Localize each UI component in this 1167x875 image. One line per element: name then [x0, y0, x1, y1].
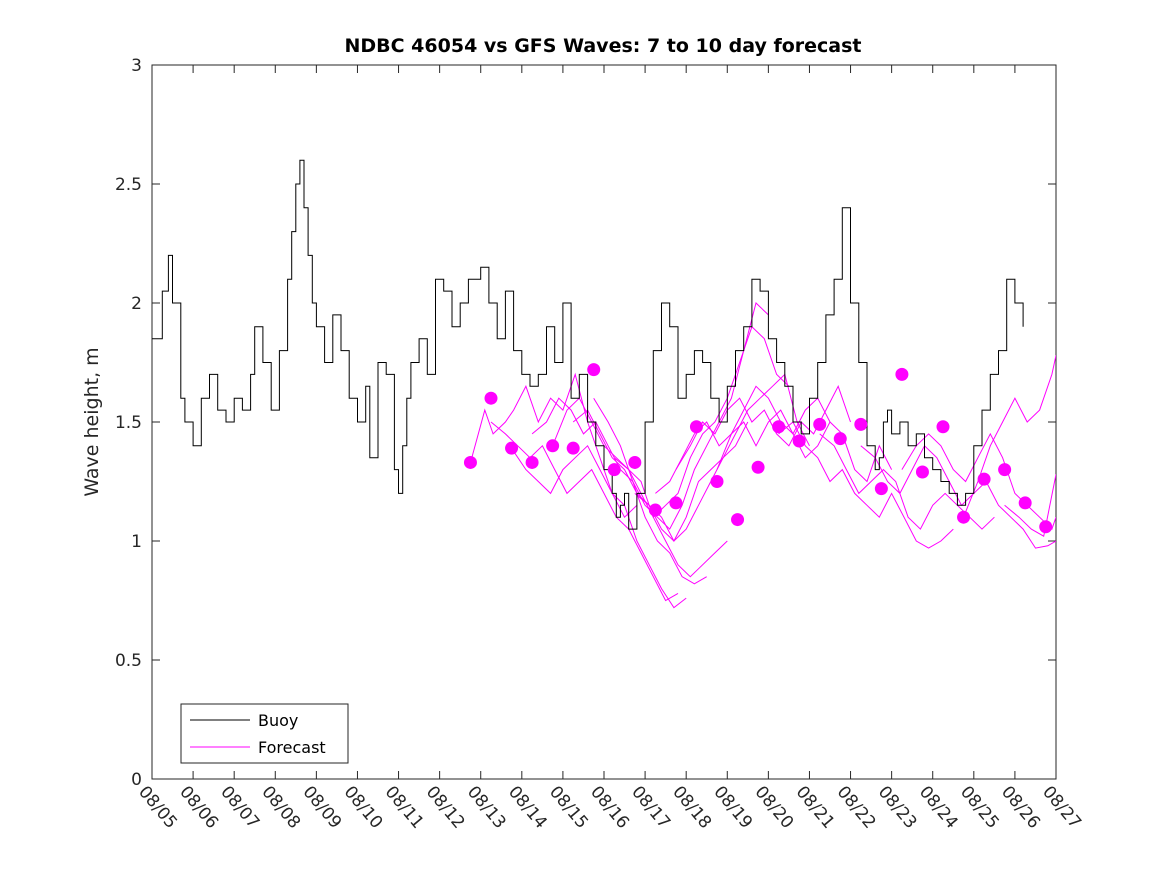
forecast-point	[854, 417, 868, 431]
buoy-line	[152, 159, 1024, 530]
forecast-point	[731, 513, 745, 527]
forecast-point	[936, 420, 950, 434]
forecast-line-run-7	[593, 302, 769, 530]
legend-box	[180, 703, 349, 764]
legend: Buoy Forecast	[180, 703, 349, 764]
forecast-point	[669, 496, 683, 510]
forecast-point	[525, 455, 539, 469]
forecast-line-run-10	[655, 385, 831, 494]
forecast-point	[895, 367, 909, 381]
y-axis-label: Wave height, m	[81, 347, 103, 496]
forecast-point	[463, 455, 477, 469]
series-group	[152, 159, 1056, 609]
forecast-line-run-11	[675, 385, 851, 470]
forecast-point	[689, 420, 703, 434]
forecast-line-run-3	[511, 444, 687, 609]
forecast-point	[505, 441, 519, 455]
forecast-point	[648, 503, 662, 517]
forecast-point	[587, 363, 601, 377]
forecast-point	[566, 441, 580, 455]
forecast-line-run-2	[490, 421, 679, 602]
forecast-point	[874, 482, 888, 496]
forecast-point	[915, 465, 929, 479]
forecast-point	[792, 434, 806, 448]
forecast-point	[710, 475, 724, 488]
forecast-line-run-5	[552, 397, 728, 578]
forecast-line-run-18	[1004, 474, 1056, 537]
forecast-point	[546, 439, 560, 453]
y-tick-label: 0	[131, 770, 142, 790]
legend-buoy-label: Buoy	[258, 711, 298, 730]
forecast-line-run-12	[716, 409, 893, 483]
forecast-point	[1039, 520, 1053, 534]
forecast-point	[813, 417, 827, 431]
y-tick-label: 3	[131, 56, 142, 76]
forecast-line-run-13	[778, 421, 954, 549]
forecast-line-run-1	[470, 372, 638, 519]
y-tick-label: 2	[131, 294, 142, 314]
forecast-point	[484, 391, 498, 405]
forecast-line-run-9	[634, 373, 810, 543]
forecast-point	[833, 432, 847, 446]
forecast-point	[957, 510, 971, 524]
forecast-point	[1018, 496, 1032, 510]
forecast-point	[751, 460, 765, 474]
y-tick-label: 2.5	[115, 175, 142, 195]
forecast-point	[772, 420, 786, 434]
forecast-point	[607, 463, 621, 477]
y-tick-label: 1	[131, 532, 142, 552]
chart-title: NDBC 46054 vs GFS Waves: 7 to 10 day for…	[344, 35, 861, 57]
axes-box	[151, 64, 1057, 780]
legend-forecast-label: Forecast	[258, 738, 326, 757]
forecast-line-run-17	[963, 355, 1056, 518]
plot-area: 00.511.522.5308/0508/0608/0708/0808/0908…	[115, 56, 1085, 833]
forecast-point	[628, 455, 642, 469]
y-tick-label: 0.5	[115, 651, 142, 671]
y-tick-label: 1.5	[115, 413, 142, 433]
forecast-line-run-16	[901, 432, 1056, 531]
forecast-point	[998, 463, 1012, 477]
forecast-point	[977, 472, 991, 486]
